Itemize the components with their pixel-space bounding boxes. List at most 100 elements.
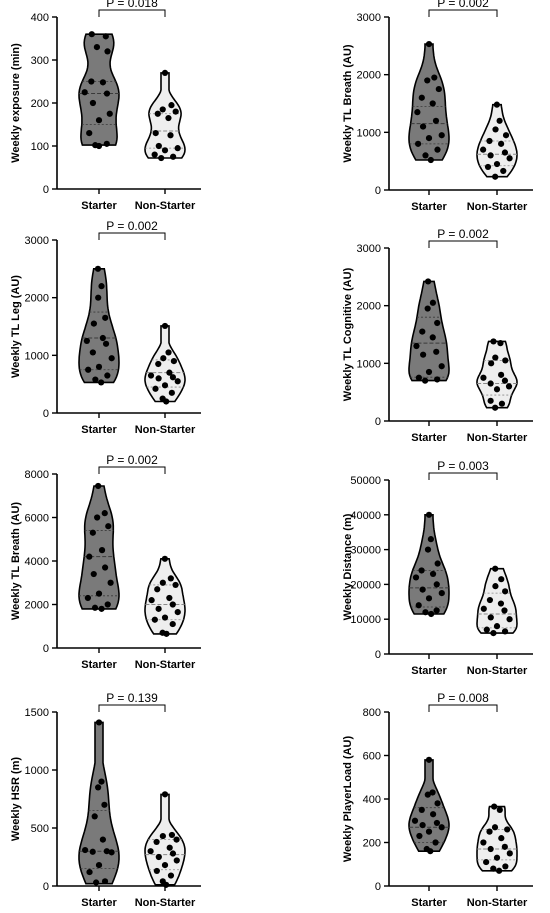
data-point [493, 160, 501, 168]
data-point [99, 836, 106, 843]
data-point [487, 397, 494, 404]
data-point [483, 858, 490, 866]
y-tick-label: 200 [31, 98, 49, 110]
data-point [102, 340, 110, 347]
data-point [480, 605, 487, 612]
x-category-label: Starter [411, 897, 447, 909]
data-point [84, 594, 91, 602]
data-point [425, 368, 433, 376]
data-point [416, 832, 423, 840]
data-point [82, 846, 89, 854]
y-tick-label: 0 [375, 649, 381, 661]
violin-0 [78, 268, 120, 384]
data-point [418, 94, 425, 101]
data-point [487, 614, 494, 621]
data-point [424, 305, 431, 312]
data-point [95, 294, 102, 301]
data-point [166, 369, 173, 376]
data-point [501, 377, 509, 384]
y-tick-label: 400 [31, 12, 49, 24]
violin-1 [476, 567, 518, 634]
data-point [93, 44, 101, 51]
data-point [425, 828, 433, 835]
violin-0 [408, 759, 450, 852]
data-point [168, 389, 175, 396]
data-point [94, 265, 102, 272]
data-point [169, 601, 176, 608]
data-point [429, 100, 436, 107]
data-point [89, 349, 96, 356]
data-point [98, 283, 105, 290]
data-point [167, 132, 174, 139]
data-point [166, 844, 173, 851]
y-tick-label: 400 [363, 794, 381, 806]
data-point [151, 616, 158, 623]
data-point [95, 363, 103, 370]
violin-0 [78, 721, 120, 885]
x-category-label: Starter [81, 424, 117, 436]
significance-bracket [98, 232, 166, 240]
x-category-label: Non-Starter [135, 200, 196, 212]
data-point [484, 163, 492, 171]
data-point [438, 132, 445, 139]
data-point [89, 529, 96, 536]
data-point [438, 363, 445, 370]
data-point [99, 334, 106, 342]
data-point [492, 173, 499, 180]
data-point [491, 824, 499, 831]
data-point [168, 102, 175, 109]
data-point [89, 99, 97, 107]
data-point [432, 117, 440, 124]
data-point [424, 77, 431, 84]
chart-panel-1: 0 100 200 300 400 Weekly exposure (min) Starte… [10, 0, 201, 212]
p-value-label: P = 0.008 [437, 691, 489, 705]
data-point [152, 130, 159, 137]
p-value-label: P = 0.018 [106, 0, 158, 10]
data-point [174, 609, 181, 616]
data-point [95, 784, 102, 791]
data-point [496, 117, 503, 124]
data-point [158, 154, 165, 162]
data-point [425, 135, 433, 142]
data-point [493, 101, 500, 108]
data-point [159, 579, 166, 586]
y-tick-label: 6000 [25, 513, 49, 525]
y-tick-label: 500 [31, 823, 49, 835]
data-point [104, 372, 111, 379]
data-point [172, 108, 179, 115]
data-point [491, 803, 498, 810]
y-tick-label: 0 [43, 184, 49, 196]
data-point [429, 789, 436, 796]
p-value-label: P = 0.002 [106, 453, 158, 467]
data-point [95, 482, 102, 490]
x-category-label: Starter [411, 201, 447, 213]
data-point [429, 334, 436, 341]
data-point [148, 597, 155, 604]
data-point [480, 374, 487, 381]
data-point [163, 630, 170, 637]
chart-panel-8: 0 200 400 600 800 Weekly PlayerLoad (AU) Start… [342, 691, 533, 909]
data-point [490, 338, 497, 345]
data-point [94, 514, 101, 521]
y-tick-label: 1500 [25, 707, 49, 719]
data-point [169, 620, 176, 628]
data-point [414, 140, 422, 147]
data-point [155, 360, 162, 368]
data-point [501, 843, 508, 850]
data-point [433, 581, 440, 588]
data-point [161, 147, 169, 154]
data-point [95, 117, 103, 124]
data-point [412, 574, 420, 581]
y-tick-label: 10000 [350, 614, 381, 626]
x-category-label: Non-Starter [467, 897, 528, 909]
significance-bracket [98, 704, 166, 712]
data-point [91, 604, 99, 611]
data-point [174, 145, 181, 152]
y-tick-label: 20000 [350, 579, 381, 591]
data-point [480, 839, 487, 846]
data-point [505, 383, 513, 390]
data-point [434, 319, 441, 327]
y-tick-label: 3000 [25, 235, 49, 247]
